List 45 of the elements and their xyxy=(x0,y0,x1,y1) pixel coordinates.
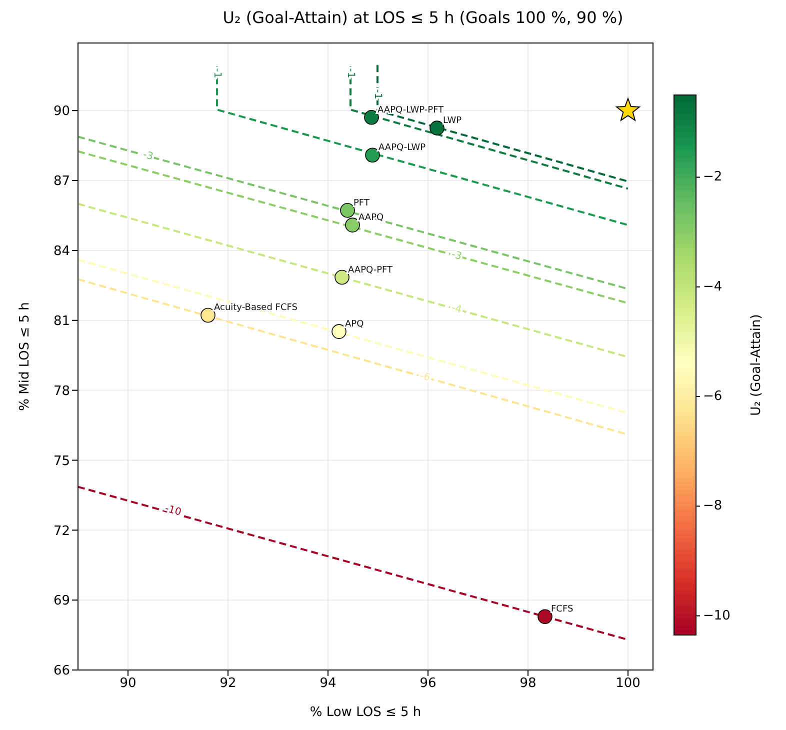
annotation: -3 xyxy=(450,249,463,262)
annotation: Acuity-Based FCFS xyxy=(214,303,298,314)
color-bar-title: U₂ (Goal-Attain) xyxy=(749,314,764,416)
y-tick-label: 75 xyxy=(53,454,70,469)
point xyxy=(334,270,350,285)
annotation: AAPQ-LWP xyxy=(378,143,426,154)
annotation: AAPQ-PFT xyxy=(348,265,394,276)
point xyxy=(340,202,355,218)
point xyxy=(538,609,552,624)
annotation: LWP xyxy=(443,116,462,126)
x-tick-label: 98 xyxy=(520,676,536,692)
annotation: -10 xyxy=(164,503,182,518)
point xyxy=(365,148,380,163)
annotation: FCFS xyxy=(551,604,574,615)
annotation: -3 xyxy=(142,149,154,163)
x-tick-label: 94 xyxy=(320,676,336,692)
color-bar-label: −2 xyxy=(703,170,722,185)
y-tick-label: 81 xyxy=(53,314,70,329)
y-tick-label: 87 xyxy=(53,174,70,190)
point xyxy=(364,110,379,125)
y-tick-label: 84 xyxy=(53,244,70,260)
y-tick-label: 66 xyxy=(53,664,70,679)
x-axis-title: % Low LOS ≤ 5 h xyxy=(310,705,422,720)
y-tick-label: 69 xyxy=(53,594,70,609)
color-bar-label: −10 xyxy=(703,608,730,624)
x-tick-label: 90 xyxy=(120,676,136,692)
point xyxy=(345,218,360,232)
y-axis-title: % Mid LOS ≤ 5 h xyxy=(18,302,33,411)
y-tick-label: 90 xyxy=(53,104,70,120)
chart-title: U₂ (Goal-Attain) at LOS ≤ 5 h (Goals 100 %, 90 %) xyxy=(222,8,624,27)
x-tick-label: 100 xyxy=(616,676,640,692)
x-tick-label: 96 xyxy=(420,676,436,692)
point xyxy=(332,324,346,339)
x-tick-label: 92 xyxy=(220,676,236,692)
annotation: AAPQ-LWP-PFT xyxy=(378,105,444,116)
point xyxy=(430,120,444,136)
color-bar-label: −4 xyxy=(703,279,722,294)
y-tick-label: 78 xyxy=(53,384,70,399)
color-bar-label: −6 xyxy=(703,389,722,404)
point xyxy=(200,308,216,323)
y-tick-label: 72 xyxy=(53,524,70,539)
annotation: PFT xyxy=(354,198,370,208)
annotation: APQ xyxy=(345,320,364,330)
point xyxy=(616,98,640,121)
color-bar-label: −8 xyxy=(703,498,722,514)
